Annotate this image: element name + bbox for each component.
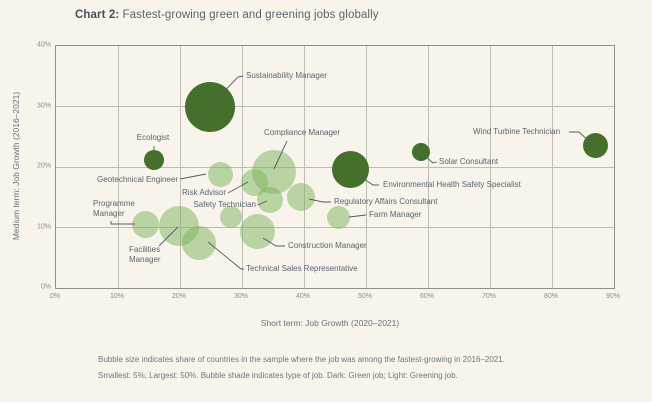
bubble-label-sustainability-manager: Sustainability Manager <box>246 71 327 80</box>
bubble-construction-manager <box>240 213 275 249</box>
x-tick-label: 90% <box>605 293 621 300</box>
y-tick-label: 0% <box>40 283 51 291</box>
bubble-label-regulatory-affairs-consultant: Regulatory Affairs Consultant <box>334 197 438 206</box>
y-tick-label: 30% <box>36 102 51 109</box>
bubble-facilities-manager <box>158 206 199 247</box>
bubble-label-construction-manager: Construction Manager <box>288 241 367 250</box>
bubble-wind-turbine-technician <box>582 132 608 158</box>
bubble-programme-manager <box>132 210 160 238</box>
x-tick-label: 40% <box>295 293 311 300</box>
y-tick-label: 20% <box>36 162 51 170</box>
chart-title-text: Fastest-growing green and greening jobs … <box>119 9 379 21</box>
y-axis-title: Medium term: Job Growth (2016–2021) <box>11 91 21 241</box>
bubble-label-facilities-manager: Facilities Manager <box>129 245 161 265</box>
chart-title: Chart 2: Fastest-growing green and green… <box>75 9 379 21</box>
x-axis-title: Short term: Job Growth (2020–2021) <box>260 318 400 328</box>
bubble-regulatory-affairs-consultant <box>286 183 315 212</box>
leader-line-farm-manager <box>348 214 367 218</box>
x-tick-label: 50% <box>357 293 373 300</box>
bubble-label-environmental-health-safety-specialist: Environmental Health Safety Specialist <box>383 180 521 189</box>
bubble-label-risk-advisor: Risk Advisor <box>181 188 226 197</box>
x-tick-label: 0% <box>49 293 61 300</box>
leader-line-programme-manager <box>110 221 135 225</box>
bubble-label-programme-manager: Programme Manager <box>93 199 135 219</box>
bubble-geotechnical-engineer <box>208 162 234 188</box>
bubble-label-line: Facilities <box>129 245 161 254</box>
chart-footnote: Bubble size indicates share of countries… <box>98 352 505 383</box>
chart-title-prefix: Chart 2: <box>75 9 120 21</box>
bubble-ecologist <box>143 149 164 170</box>
bubble-label-technical-sales-representative: Technical Sales Representative <box>246 264 358 273</box>
bubble-label-wind-turbine-technician: Wind Turbine Technician <box>473 127 561 136</box>
x-tick-label: 20% <box>171 293 187 300</box>
bubble-label-line: Manager <box>129 255 161 264</box>
x-tick-label: 60% <box>419 293 435 300</box>
gridline-horizontal <box>56 106 614 107</box>
bubble-label-solar-consultant: Solar Consultant <box>439 157 499 166</box>
bubble-unlabeled <box>220 206 243 229</box>
footnote-line-2: Smallest: 5%; Largest: 50%. Bubble shade… <box>98 370 458 380</box>
bubble-label-line: Programme <box>93 199 135 208</box>
bubble-sustainability-manager <box>184 81 235 132</box>
y-tick-label: 40% <box>36 41 51 49</box>
bubble-farm-manager <box>326 206 350 230</box>
bubble-label-ecologist: Ecologist <box>136 133 170 142</box>
x-tick-label: 70% <box>481 293 497 300</box>
bubble-label-compliance-manager: Compliance Manager <box>264 128 341 137</box>
plot-area: Sustainability Manager Ecologist Geotechni… <box>55 45 615 289</box>
footnote-line-1: Bubble size indicates share of countries… <box>98 355 505 364</box>
leader-line-geotechnical-engineer <box>179 173 207 180</box>
bubble-environmental-health-safety-specialist <box>332 150 369 188</box>
x-tick-label: 80% <box>543 293 559 300</box>
bubble-solar-consultant <box>412 142 431 161</box>
x-tick-label: 30% <box>233 293 249 300</box>
bubble-label-safety-technician: Safety Technician <box>193 200 256 209</box>
bubble-label-geotechnical-engineer: Geotechnical Engineer <box>97 175 178 184</box>
bubble-label-line: Manager <box>93 209 125 218</box>
y-tick-label: 10% <box>36 223 51 230</box>
bubble-safety-technician <box>256 187 283 214</box>
x-tick-label: 10% <box>109 293 125 300</box>
bubble-label-farm-manager: Farm Manager <box>369 210 422 219</box>
